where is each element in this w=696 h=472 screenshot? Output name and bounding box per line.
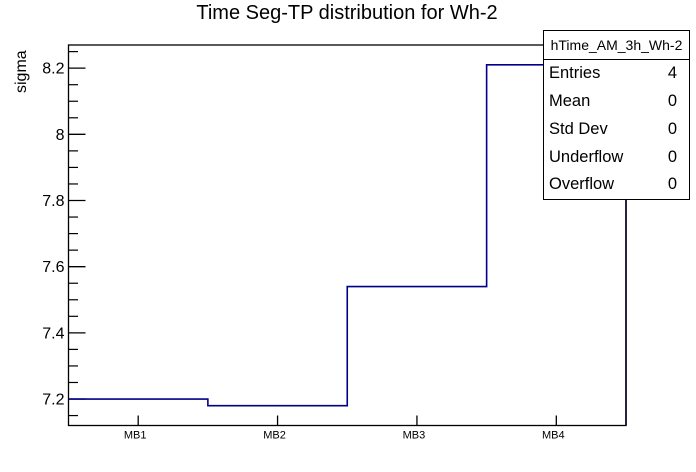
- stats-row: Std Dev 0: [544, 115, 689, 143]
- x-tick-label: MB4: [542, 430, 565, 442]
- stats-box: hTime_AM_3h_Wh-2 Entries 4 Mean 0 Std Dev 0 Un…: [543, 30, 690, 200]
- x-tick-label: MB2: [263, 430, 286, 442]
- stats-row-label: Overflow: [549, 175, 615, 194]
- y-tick-label: 8: [56, 127, 65, 144]
- stats-row-value: 0: [667, 147, 677, 166]
- x-tick-label: MB1: [124, 430, 147, 442]
- stats-row-value: 0: [667, 119, 677, 138]
- stats-row: Entries 4: [544, 60, 689, 88]
- stats-row-value: 0: [667, 92, 677, 111]
- y-tick-label: 7.6: [42, 259, 64, 276]
- stats-row-label: Entries: [549, 64, 601, 83]
- stats-row-label: Underflow: [549, 147, 624, 166]
- plot-frame: [67, 44, 627, 427]
- stats-row: Overflow 0: [544, 171, 689, 199]
- stats-row: Mean 0: [544, 88, 689, 116]
- stats-row-label: Std Dev: [549, 119, 608, 138]
- stats-row-value: 4: [667, 64, 677, 83]
- y-tick-label: 7.4: [42, 325, 64, 342]
- stats-row: Underflow 0: [544, 143, 689, 171]
- y-tick-label: 8.2: [42, 61, 64, 78]
- x-tick-label: MB3: [403, 430, 426, 442]
- y-tick-label: 7.8: [42, 193, 64, 210]
- chart-title: Time Seg-TP distribution for Wh-2: [196, 2, 498, 24]
- stats-box-title: hTime_AM_3h_Wh-2: [544, 31, 689, 60]
- stats-row-value: 0: [667, 175, 677, 194]
- y-tick-label: 7.2: [42, 392, 64, 409]
- stats-row-label: Mean: [549, 92, 591, 111]
- stats-rows: Entries 4 Mean 0 Std Dev 0 Underflow 0 Overflow 0: [544, 60, 689, 199]
